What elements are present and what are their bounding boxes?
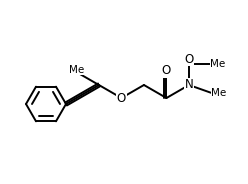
Text: Me: Me — [212, 88, 227, 98]
Text: O: O — [184, 53, 194, 66]
Text: N: N — [185, 79, 193, 91]
Text: Me: Me — [69, 65, 84, 75]
Text: O: O — [162, 64, 171, 77]
Text: O: O — [117, 91, 126, 105]
Text: Me: Me — [210, 59, 225, 69]
